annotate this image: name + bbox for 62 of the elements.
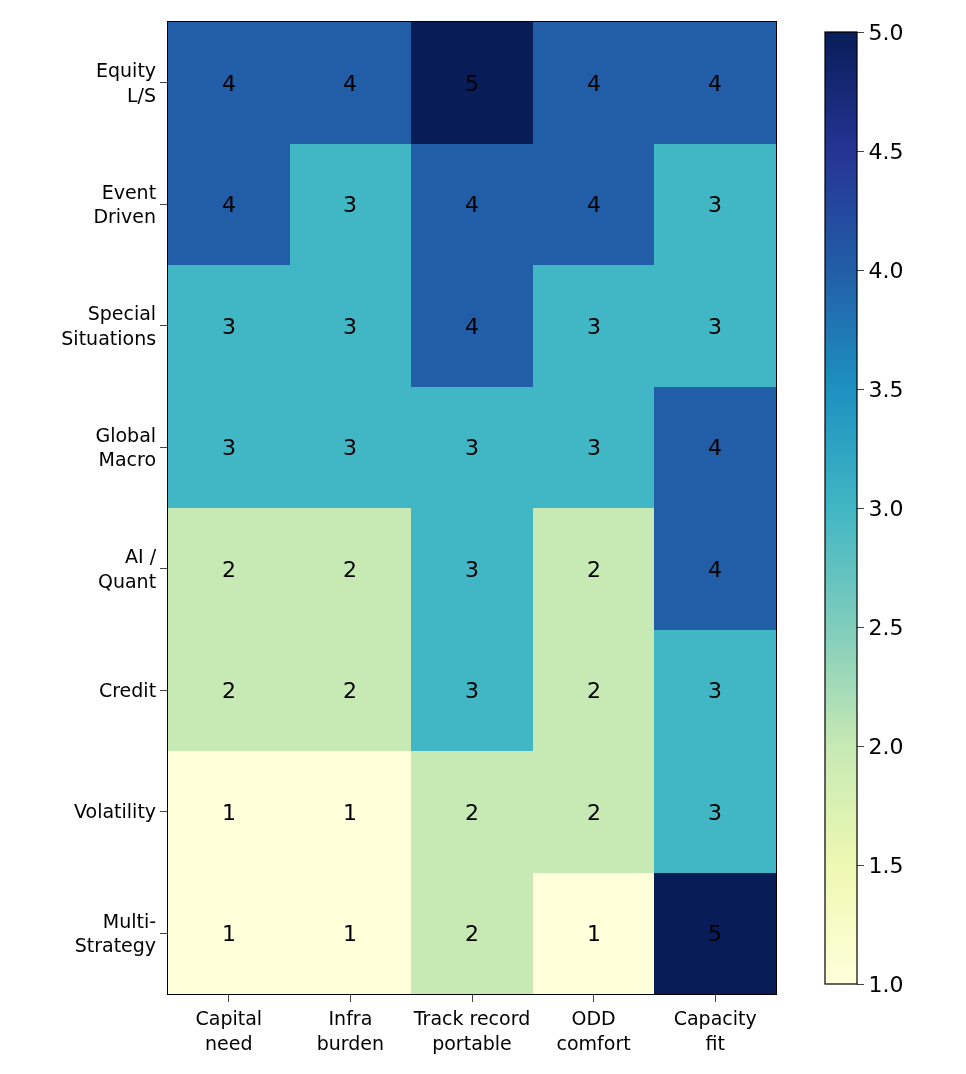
y-tick-label: Multi- Strategy [74,909,157,957]
data-label: 2 [222,677,236,703]
data-label: 1 [343,799,357,825]
color-bar-label: 1.0 [868,971,904,997]
data-label: 4 [708,70,722,96]
data-label: 3 [708,677,722,703]
color-bar-label: 3.0 [868,495,904,521]
data-label: 4 [708,434,722,460]
data-label: 3 [343,434,357,460]
data-label: 3 [708,313,722,339]
data-label: 2 [465,920,479,946]
data-label: 3 [343,191,357,217]
color-bar-label: 4.0 [868,257,904,283]
data-label: 4 [465,191,479,217]
data-label: 1 [587,920,601,946]
data-label: 3 [343,313,357,339]
data-label: 2 [587,556,601,582]
data-label: 3 [222,313,236,339]
x-tick-label: Capital need [195,1006,263,1054]
color-bar-label: 1.5 [868,852,904,878]
data-label: 3 [222,434,236,460]
y-tick-label: Event Driven [93,180,157,228]
data-label: 3 [708,191,722,217]
data-label: 1 [222,920,236,946]
data-label: 3 [465,556,479,582]
y-tick-label: AI / Quant [97,545,157,592]
data-label: 2 [587,799,601,825]
data-label: 5 [465,70,479,96]
data-label: 4 [343,70,357,96]
data-label: 2 [343,677,357,703]
data-label: 5 [708,920,722,946]
data-label: 3 [465,434,479,460]
data-label: 1 [222,799,236,825]
color-bar-label: 5.0 [868,19,904,45]
x-tick-label: Infra burden [316,1006,385,1054]
y-tick-label: Volatility [74,800,157,823]
data-label: 3 [465,677,479,703]
color-bar-label: 2.5 [868,614,904,640]
data-label: 4 [708,556,722,582]
data-label: 1 [343,920,357,946]
x-tick-label: ODD comfort [556,1006,631,1054]
data-label: 2 [465,799,479,825]
y-tick-label: Credit [98,678,157,701]
data-label: 3 [587,313,601,339]
x-tick-label: Capacity fit [673,1006,757,1054]
data-label: 2 [587,677,601,703]
data-label: 2 [343,556,357,582]
data-label: 4 [222,70,236,96]
y-tick-label: Global Macro [95,423,157,471]
data-label: 4 [465,313,479,339]
data-label: 4 [222,191,236,217]
x-tick-label: Track record portable [412,1006,531,1054]
color-bar-label: 2.0 [868,733,904,759]
y-tick-label: Special Situations [61,302,157,349]
y-tick-label: Equity L/S [96,59,157,106]
data-label: 2 [222,556,236,582]
data-label: 3 [708,799,722,825]
color-bar-label: 4.5 [868,138,904,164]
data-label: 4 [587,191,601,217]
data-label: 4 [587,70,601,96]
data-label: 3 [587,434,601,460]
color-bar-label: 3.5 [868,376,904,402]
